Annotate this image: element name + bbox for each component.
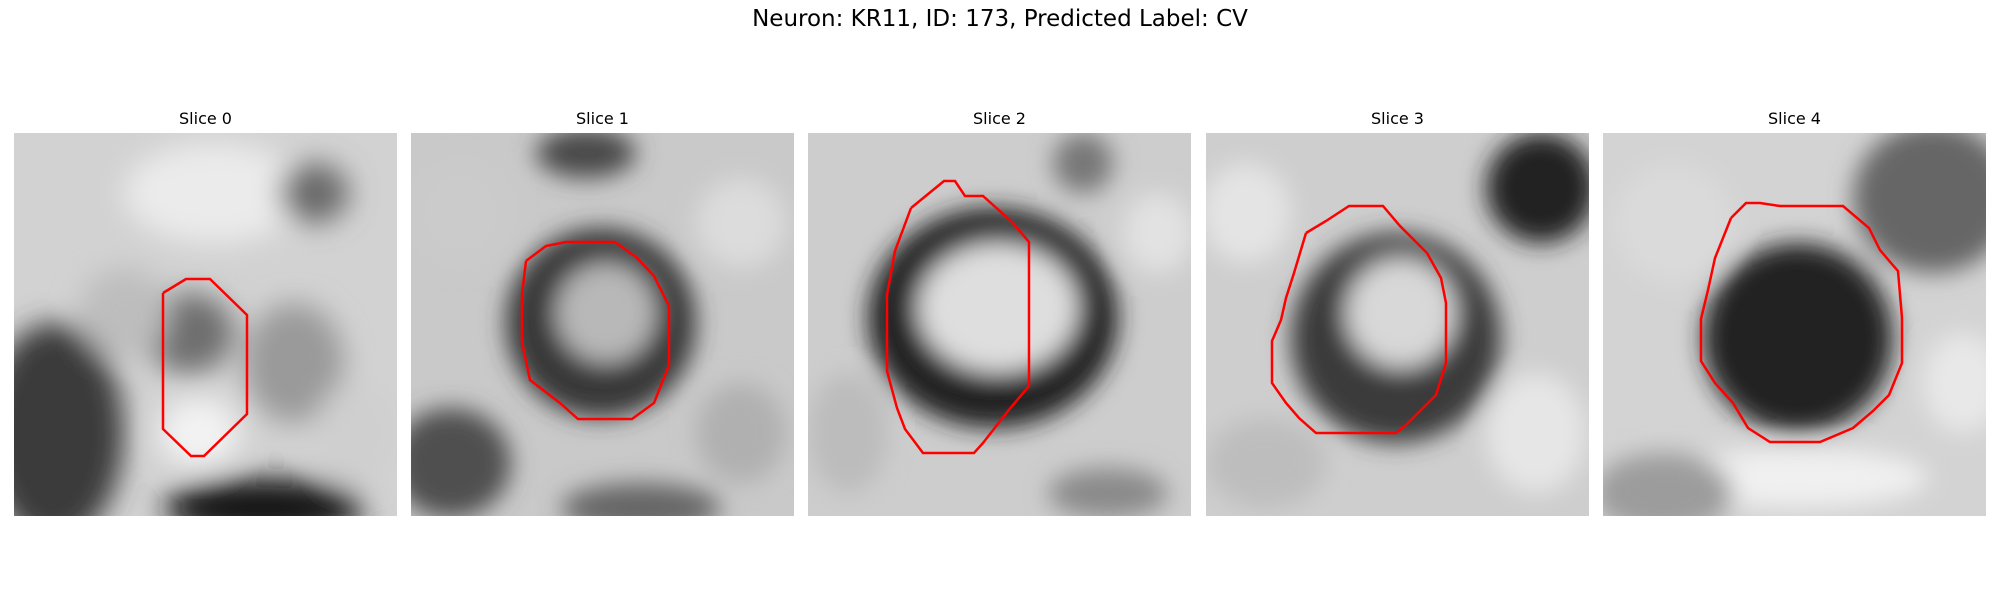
slice-title-3: Slice 3 [1371,109,1424,128]
slice-image-1 [411,133,794,516]
contour-line-0 [161,277,249,458]
contour-line-4 [1699,201,1904,444]
slice-panel-2: Slice 2 [808,109,1191,516]
slice-title-2: Slice 2 [973,109,1026,128]
slice-image-3 [1206,133,1589,516]
slice-image-4 [1603,133,1986,516]
slice-panel-3: Slice 3 [1206,109,1589,516]
slice-image-2 [808,133,1191,516]
slice-panel-4: Slice 4 [1603,109,1986,516]
contour-line-2 [885,179,1031,455]
slice-title-1: Slice 1 [576,109,629,128]
figure-title: Neuron: KR11, ID: 173, Predicted Label: … [752,6,1248,32]
contour-line-1 [520,240,671,421]
slice-title-4: Slice 4 [1768,109,1821,128]
contour-line-3 [1270,204,1448,435]
slice-title-0: Slice 0 [179,109,232,128]
slice-panel-1: Slice 1 [411,109,794,516]
slice-panel-0: Slice 0 [14,109,397,516]
slice-image-0 [14,133,397,516]
